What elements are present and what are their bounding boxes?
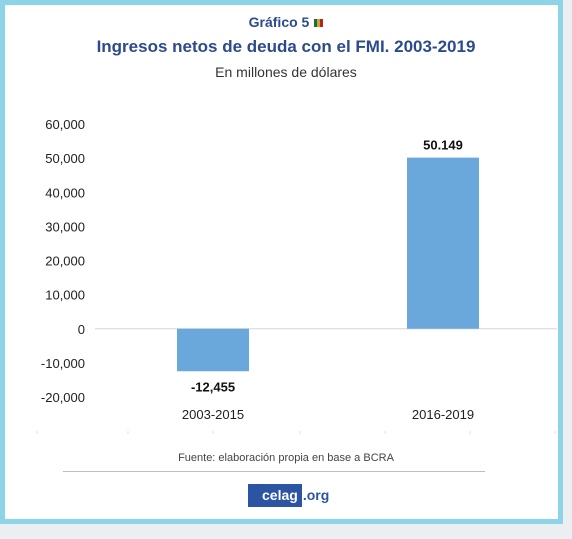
y-tick-label: 10,000	[45, 288, 85, 303]
y-tick-label: -10,000	[41, 356, 85, 371]
footer-divider	[63, 471, 485, 472]
y-tick-label: 30,000	[45, 219, 85, 234]
data-label: -12,455	[191, 379, 235, 394]
y-tick-label: 60,000	[45, 117, 85, 132]
logo-text-org: .org	[302, 487, 330, 503]
y-tick-label: 40,000	[45, 185, 85, 200]
x-tick-label: 2003-2015	[182, 407, 244, 422]
chart-number-text: Gráfico 5	[248, 14, 310, 30]
chart-number: Gráfico 5	[0, 14, 572, 30]
bar-2016-2019	[407, 157, 479, 329]
bar-chart: 60,000 50,000 40,000 30,000 20,000 10,000 0 -10…	[36, 117, 557, 434]
x-tick-label: 2016-2019	[412, 407, 474, 422]
bar-2003-2015	[177, 328, 249, 372]
chart-subtitle: En millones de dólares	[215, 64, 357, 80]
y-tick-label: -20,000	[41, 390, 85, 405]
y-tick-label: 50,000	[45, 151, 85, 166]
chart-title: Ingresos netos de deuda con el FMI. 2003…	[96, 37, 476, 56]
logo-text-celag: celag	[248, 484, 302, 507]
source-note: Fuente: elaboración propia en base a BCR…	[178, 452, 394, 464]
flag-icon	[314, 19, 324, 27]
celag-logo: celag .org	[248, 484, 329, 507]
data-label: 50.149	[423, 138, 463, 153]
y-tick-label: 0	[78, 322, 85, 337]
y-tick-label: 20,000	[45, 254, 85, 269]
